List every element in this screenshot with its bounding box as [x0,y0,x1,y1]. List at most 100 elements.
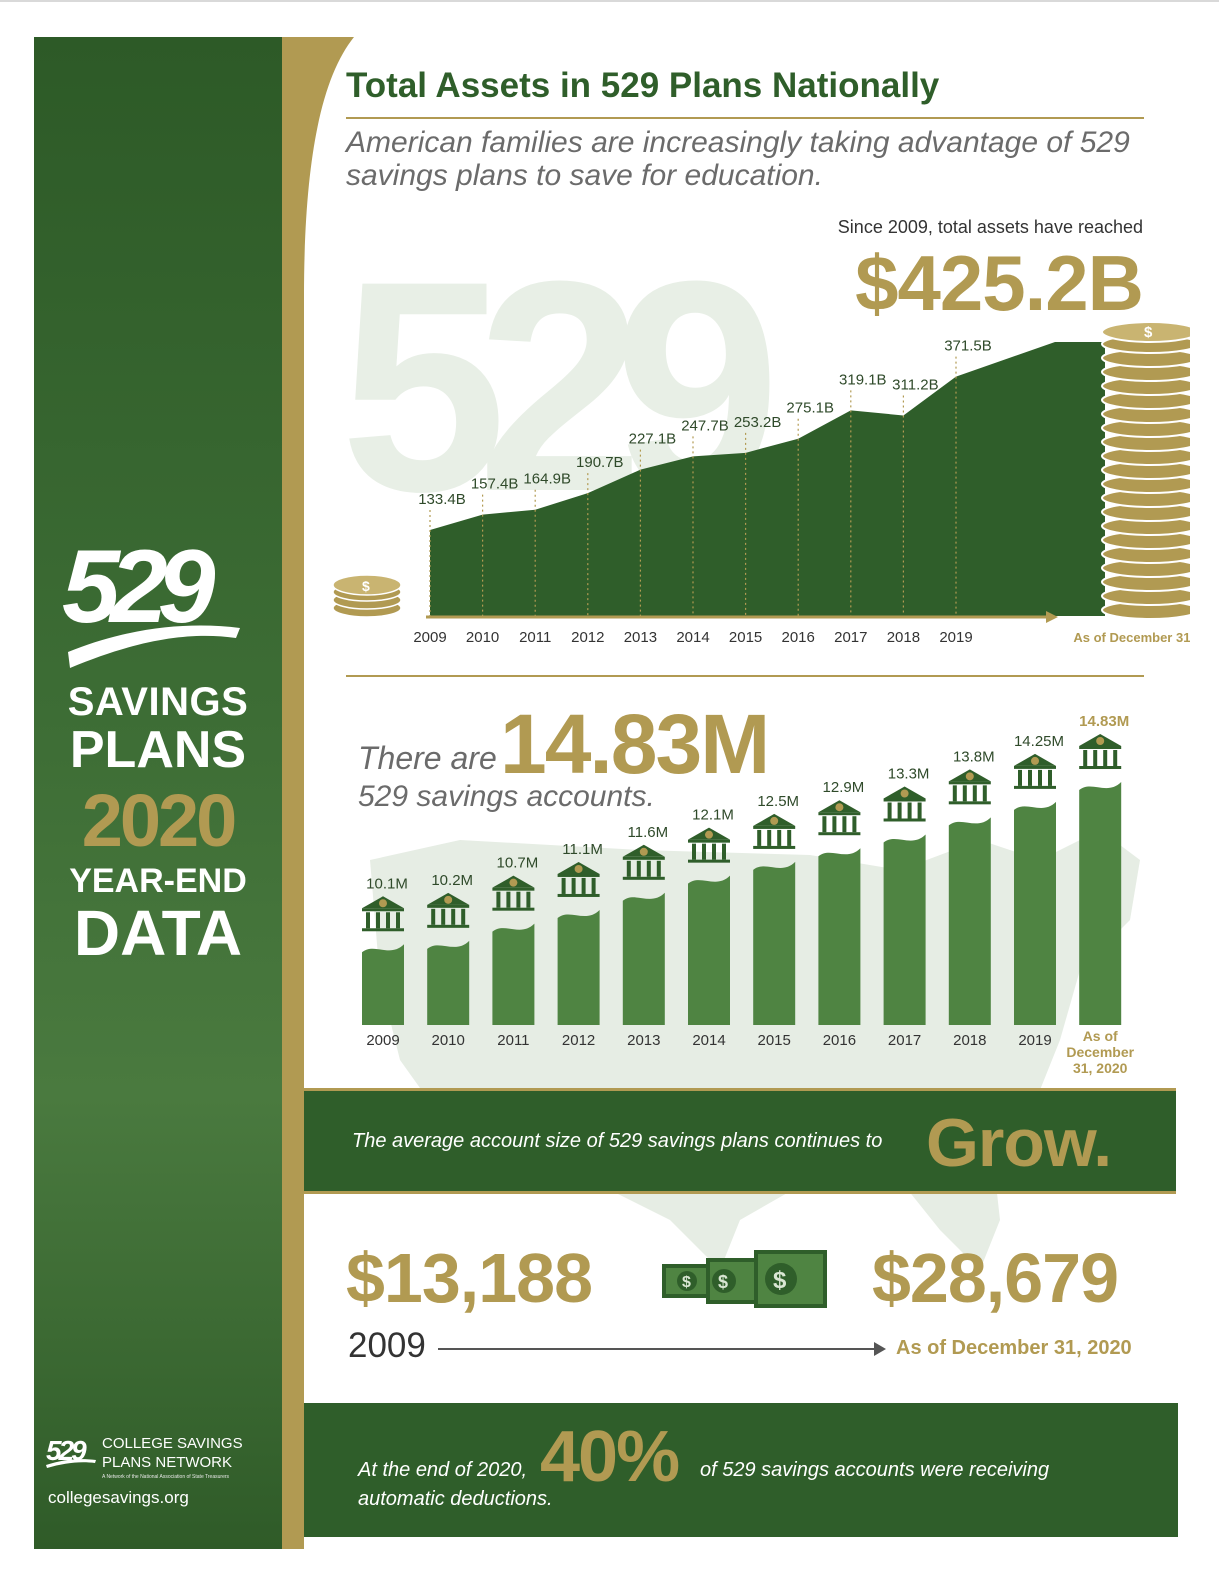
account-bar [753,813,796,1025]
csn-url-link[interactable]: collegesavings.org [48,1488,189,1507]
account-bar-body [362,944,404,1025]
account-bar-body [1079,782,1122,1025]
bank-base [948,801,991,805]
bank-column [907,802,912,819]
assets-data-label: 164.9B [523,471,571,488]
bank-dollar-icon [900,789,909,798]
account-tick-label: 2014 [692,1032,725,1049]
automatic-deductions-band [304,1403,1178,1537]
account-bar [1079,734,1122,1025]
account-tick-label: 2019 [1018,1032,1051,1049]
assets-data-label: 311.2B [892,376,938,393]
bank-column [506,891,511,908]
avg-size-end-label: As of December 31, 2020 [896,1337,1132,1359]
bank-column [656,860,661,877]
bank-column [702,843,706,860]
bank-dollar-icon [574,864,583,873]
account-tick-label: 2013 [627,1032,660,1049]
bank-column [777,829,782,846]
bank-base [1014,785,1056,789]
bank-column [646,860,651,877]
account-bar-body [622,892,665,1025]
svg-text:$: $ [682,1274,691,1291]
account-data-label: 10.7M [497,855,539,872]
title-rule [346,117,1144,119]
bank-dollar-icon [705,830,713,839]
assets-data-label: 371.5B [944,338,992,355]
account-bar [362,896,404,1025]
account-data-label: 10.2M [431,872,473,889]
assets-data-label: 133.4B [418,491,466,508]
accounts-total: 14.83M [500,697,770,791]
assets-tick-label: 2019 [939,629,972,646]
accounts-suffix: 529 savings accounts. [358,780,655,813]
bank-beam [427,904,470,908]
svg-text:$: $ [718,1272,728,1292]
account-bar-body [427,940,470,1025]
account-bar-body [688,875,730,1025]
account-bar-body [818,848,861,1025]
grow-word: Grow. [926,1105,1112,1181]
bank-column [832,816,837,833]
account-tick-label: 2011 [497,1032,529,1049]
bank-dollar-icon [444,895,453,904]
assets-tick-label: 2016 [782,629,815,646]
coin-dollar-icon: $ [1144,324,1153,341]
bank-dollar-icon [379,899,387,908]
bank-column [626,860,631,877]
bank-column [1028,769,1032,786]
coin-dollar-icon: $ [362,578,370,594]
account-tick-label: December [1066,1044,1134,1060]
bank-column [496,891,501,908]
bank-column [561,877,566,894]
account-bar [492,875,535,1025]
assets-tick-label: As of December 31, 2020 [1073,630,1190,645]
tall-coin-stack-icon: $ [1101,321,1190,620]
assets-tick-label: 2009 [413,629,446,646]
assets-tick-label: 2015 [729,629,762,646]
account-bar [557,861,600,1025]
csn-name-line1: COLLEGE SAVINGS [102,1435,243,1452]
bank-column [962,785,967,802]
assets-data-label: 157.4B [471,476,519,493]
bank-dollar-icon [835,803,844,812]
bank-column [917,802,922,819]
bank-column [982,785,987,802]
bank-beam [557,873,600,877]
timeline-arrow [438,1342,886,1356]
small-coin-stack-icon: $ [332,574,402,618]
assets-data-label: 275.1B [786,400,834,417]
bank-column [972,785,977,802]
account-bar [688,827,730,1025]
bank-column [461,908,466,925]
bank-column [1048,769,1052,786]
bank-column [526,891,531,908]
automatic-line2: automatic deductions. [358,1488,553,1510]
bank-column [1018,769,1022,786]
bank-column [451,908,456,925]
bank-dollar-icon [770,816,779,825]
csn-name-line2: PLANS NETWORK [102,1454,233,1471]
bank-column [757,829,762,846]
bank-column [431,908,436,925]
sidebar-year-end: YEAR-END [69,862,247,900]
bank-column [1113,750,1118,766]
assets-baseline-arrowhead [1046,611,1058,623]
bank-column [842,816,847,833]
bank-column [952,785,957,802]
bank-beam [1014,765,1056,769]
assets-tick-label: 2017 [834,629,867,646]
total-assets-value: $425.2B [855,239,1144,327]
bank-beam [622,856,665,860]
bank-beam [883,798,926,802]
529-logo: 529 [62,530,240,668]
account-data-label: 13.8M [953,748,995,765]
bank-dollar-icon [1096,737,1105,745]
bank-dollar-icon [639,847,648,856]
coin-top [1101,321,1190,343]
sidebar-savings: SAVINGS [67,680,249,724]
account-data-label: 13.3M [888,765,930,782]
account-bar [948,769,991,1025]
bank-column [396,912,400,929]
account-data-label: 11.1M [562,841,603,858]
